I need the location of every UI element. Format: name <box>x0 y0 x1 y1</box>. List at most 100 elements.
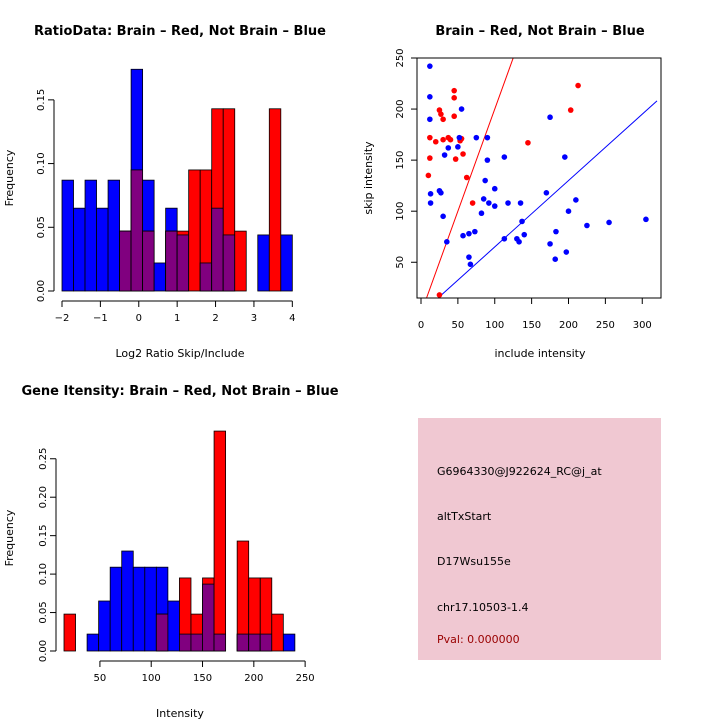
ratio-histogram-xlabel: Log2 Ratio Skip/Include <box>115 347 244 360</box>
scatter-point-not-brain <box>440 213 446 220</box>
scatter-point-not-brain <box>484 134 491 141</box>
info-gene-name: D17Wsu155e <box>437 555 511 568</box>
ratio-y-tick-label: 0.05 <box>36 216 47 238</box>
scatter-point-brain <box>460 151 466 157</box>
scatter-point-brain <box>436 292 443 298</box>
ratio-bar-overlap <box>199 262 213 292</box>
ratio-y-tick-label: 0.15 <box>36 89 47 111</box>
gene-bar-overlap <box>155 613 169 652</box>
scatter-point-brain <box>525 139 531 146</box>
scatter-x-tick-label: 0 <box>418 320 424 331</box>
gene-bar-overlap <box>179 633 192 652</box>
ratio-bar-not-brain <box>96 207 109 292</box>
ratio-x-tick-label: 3 <box>251 313 257 324</box>
ratio-bar-overlap <box>130 169 144 292</box>
gene-bar-not-brain <box>121 550 134 652</box>
ratio-bar-not-brain <box>61 179 74 292</box>
scatter-point-not-brain <box>480 196 487 202</box>
gene-histogram-title: Gene Itensity: Brain – Red, Not Brain – … <box>21 384 338 399</box>
scatter-point-not-brain <box>478 210 485 217</box>
gene-bar-brain <box>271 613 284 652</box>
scatter-point-not-brain <box>573 197 579 203</box>
ratio-bar-not-brain <box>84 179 97 292</box>
ratio-bar-brain <box>188 169 201 292</box>
gene-bar-overlap <box>202 583 215 652</box>
gene-bar-not-brain <box>144 566 157 652</box>
scatter-point-brain <box>440 136 446 143</box>
scatter-point-not-brain <box>565 208 572 214</box>
scatter-point-not-brain <box>427 63 433 69</box>
scatter-x-tick-label: 200 <box>559 320 578 331</box>
gene-bar-not-brain <box>98 600 111 652</box>
scatter-point-not-brain <box>486 200 492 206</box>
scatter-point-not-brain <box>444 239 450 245</box>
gene-bar-brain <box>63 613 76 652</box>
ratio-bar-overlap <box>119 230 132 292</box>
scatter-point-not-brain <box>491 185 498 192</box>
gene-y-tick-label: 0.15 <box>38 525 49 547</box>
scatter-y-tick-label: 50 <box>395 256 406 269</box>
scatter-point-not-brain <box>427 94 433 100</box>
intensity-scatter: Brain – Red, Not Brain – Blue 0 50 100 150 2… <box>362 24 662 360</box>
ratio-x-tick-label: 4 <box>289 313 295 324</box>
scatter-point-not-brain <box>547 114 553 121</box>
scatter-red-line <box>425 58 514 298</box>
scatter-point-not-brain <box>460 232 466 239</box>
ratio-x-tick-label: 2 <box>212 313 218 324</box>
scatter-point-brain <box>451 87 457 94</box>
scatter-points <box>425 63 649 298</box>
gene-bar-not-brain <box>86 633 100 652</box>
gene-x-tick-label: 250 <box>296 673 315 684</box>
scatter-x-axis: 0 50 100 150 200 250 300 <box>418 298 652 331</box>
scatter-x-tick-label: 50 <box>452 320 465 331</box>
scatter-point-not-brain <box>427 200 434 206</box>
scatter-x-tick-label: 150 <box>522 320 541 331</box>
scatter-point-not-brain <box>519 218 525 225</box>
gene-y-tick-label: 0.25 <box>38 448 49 470</box>
scatter-point-not-brain <box>467 261 474 268</box>
ratio-bar-not-brain <box>73 207 86 292</box>
ratio-histogram: RatioData: Brain – Red, Not Brain – Blue… <box>3 24 326 360</box>
gene-bar-not-brain <box>167 600 180 652</box>
scatter-point-not-brain <box>466 230 472 237</box>
info-panel-background <box>418 418 661 660</box>
gene-intensity-histogram: Gene Itensity: Brain – Red, Not Brain – … <box>3 384 339 720</box>
scatter-point-brain <box>438 111 444 117</box>
ratio-bar-overlap <box>211 207 224 292</box>
scatter-ylabel: skip intensity <box>362 141 375 215</box>
scatter-y-tick-label: 200 <box>395 100 406 119</box>
gene-bar-not-brain <box>132 566 146 652</box>
scatter-point-not-brain <box>445 145 452 151</box>
ratio-bar-brain <box>234 230 247 292</box>
gene-y-tick-label: 0.00 <box>38 640 49 662</box>
scatter-point-brain <box>427 155 433 161</box>
gene-bar-brain <box>213 430 227 652</box>
gene-y-tick-label: 0.20 <box>38 486 49 508</box>
ratio-y-tick-label: 0.00 <box>36 280 47 302</box>
gene-bar-not-brain <box>282 633 296 652</box>
scatter-point-brain <box>451 113 457 120</box>
ratio-bar-overlap <box>165 230 178 292</box>
ratio-histogram-ylabel: Frequency <box>3 149 16 206</box>
scatter-point-not-brain <box>563 249 570 255</box>
scatter-point-not-brain <box>501 154 508 160</box>
scatter-point-not-brain <box>516 239 522 245</box>
gene-histogram-y-axis: 0.00 0.05 0.10 0.15 0.20 0.25 <box>38 448 57 662</box>
scatter-point-brain <box>425 172 432 179</box>
scatter-point-brain <box>440 116 446 123</box>
gene-histogram-ylabel: Frequency <box>3 509 16 566</box>
ratio-bar-overlap <box>222 234 236 292</box>
gene-bar-overlap <box>248 633 261 652</box>
scatter-point-brain <box>427 134 433 141</box>
scatter-point-not-brain <box>458 106 465 112</box>
scatter-x-tick-label: 300 <box>633 320 652 331</box>
scatter-point-brain <box>463 174 470 181</box>
info-panel: G6964330@J922624_RC@j_at altTxStart D17W… <box>418 418 661 660</box>
gene-bar-overlap <box>236 633 250 652</box>
info-event-type: altTxStart <box>437 510 492 523</box>
ratio-histogram-bars <box>61 68 293 292</box>
scatter-x-tick-label: 100 <box>485 320 504 331</box>
ratio-x-tick-label: −2 <box>55 313 70 324</box>
scatter-point-not-brain <box>482 177 488 184</box>
scatter-point-not-brain <box>553 228 559 235</box>
